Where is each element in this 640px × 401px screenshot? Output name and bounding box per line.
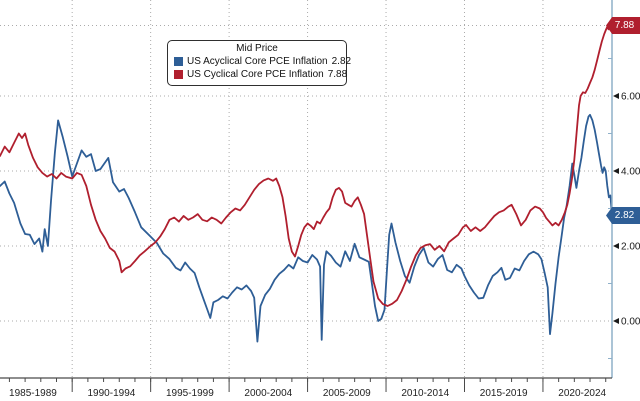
acyclical-series-label: US Acyclical Core PCE Inflation [187, 56, 328, 67]
acyclical-last-price-badge: 2.82 [606, 207, 640, 224]
x-tick-label: 2005-2009 [323, 388, 371, 399]
y-tick-arrow-icon [613, 168, 619, 174]
legend-box: Mid Price US Acyclical Core PCE Inflatio… [167, 40, 351, 86]
x-tick-label: 2000-2004 [244, 388, 292, 399]
cyclical-series-swatch-icon [174, 70, 183, 79]
y-tick-arrow-icon [613, 318, 619, 324]
cyclical-series-label: US Cyclical Core PCE Inflation [187, 69, 324, 80]
cyclical-last-price-badge: 7.88 [606, 17, 640, 34]
x-tick-label: 2020-2024 [558, 388, 606, 399]
y-tick-label: 2.00 [621, 242, 640, 253]
y-tick-label: 4.00 [621, 167, 640, 178]
y-tick-label: 0.00 [621, 317, 640, 328]
y-tick-arrow-icon [613, 243, 619, 249]
x-tick-label: 1985-1989 [9, 388, 57, 399]
y-tick-arrow-icon [613, 93, 619, 99]
acyclical-series-swatch-icon [174, 57, 183, 66]
x-tick-label: 1995-1999 [166, 388, 214, 399]
cyclical-line [0, 24, 612, 307]
y-tick-label: 6.00 [621, 92, 640, 103]
legend-item-cyclical: US Cyclical Core PCE Inflation 7.88 [174, 68, 347, 81]
acyclical-series-value: 2.82 [331, 56, 352, 67]
acyclical-line [0, 113, 613, 343]
cyclical-series-value: 7.88 [327, 69, 348, 80]
legend-item-acyclical: US Acyclical Core PCE Inflation 2.82 [174, 55, 351, 68]
x-tick-label: 2010-2014 [401, 388, 449, 399]
x-tick-label: 1990-1994 [88, 388, 136, 399]
x-tick-label: 2015-2019 [480, 388, 528, 399]
legend-title: Mid Price [236, 43, 278, 54]
